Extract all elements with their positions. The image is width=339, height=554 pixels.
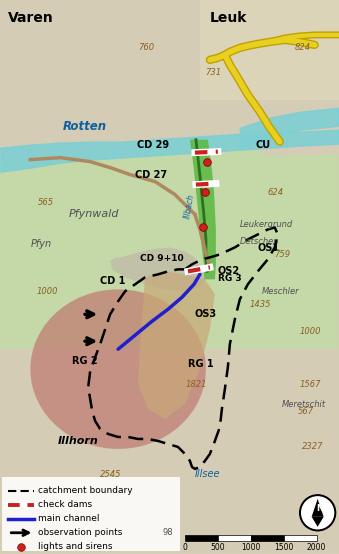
- Text: check dams: check dams: [38, 500, 93, 509]
- Polygon shape: [312, 517, 324, 527]
- Text: 98: 98: [162, 528, 173, 537]
- Polygon shape: [190, 140, 216, 279]
- Text: 2327: 2327: [302, 442, 323, 451]
- Text: 500: 500: [211, 543, 225, 552]
- Polygon shape: [312, 499, 324, 517]
- Text: OS3: OS3: [195, 309, 217, 319]
- Polygon shape: [0, 155, 339, 284]
- Circle shape: [302, 497, 334, 529]
- Text: Leuk: Leuk: [210, 11, 247, 25]
- Text: Leukergrund: Leukergrund: [240, 220, 293, 229]
- Bar: [200, 0, 339, 100]
- Text: 567: 567: [298, 407, 314, 416]
- Text: Meretschit: Meretschit: [282, 400, 326, 409]
- Text: CD 27: CD 27: [135, 170, 167, 179]
- Text: 760: 760: [138, 43, 154, 52]
- Text: 0: 0: [182, 543, 187, 552]
- Bar: [284, 535, 317, 541]
- Text: CD 9+10: CD 9+10: [140, 254, 184, 263]
- Text: 2545: 2545: [100, 470, 122, 479]
- Text: CD 1: CD 1: [100, 276, 125, 286]
- Text: Illsee: Illsee: [195, 469, 220, 479]
- Polygon shape: [0, 138, 339, 349]
- Text: Varen: Varen: [8, 11, 54, 25]
- Text: 1000: 1000: [300, 327, 321, 336]
- Text: Rotten: Rotten: [62, 120, 106, 133]
- Text: 2000: 2000: [307, 543, 326, 552]
- Polygon shape: [110, 248, 205, 291]
- Text: RG 1: RG 1: [188, 359, 214, 369]
- Text: 759: 759: [274, 250, 290, 259]
- Text: 624: 624: [268, 188, 284, 197]
- Bar: [185, 535, 218, 541]
- Bar: [2, 477, 180, 551]
- Text: 824: 824: [295, 43, 311, 52]
- Text: lights and sirens: lights and sirens: [38, 542, 113, 551]
- Polygon shape: [138, 271, 215, 419]
- Polygon shape: [31, 289, 206, 449]
- Bar: [251, 535, 284, 541]
- Text: catchment boundary: catchment boundary: [38, 486, 133, 495]
- Text: RG 3: RG 3: [218, 274, 241, 283]
- Text: 1567: 1567: [300, 380, 321, 389]
- Text: Illbach: Illbach: [183, 193, 196, 219]
- Text: main channel: main channel: [38, 514, 100, 524]
- Text: observation points: observation points: [38, 529, 123, 537]
- Text: 1435: 1435: [250, 300, 271, 309]
- Circle shape: [300, 495, 336, 531]
- Text: RG 2: RG 2: [72, 356, 98, 366]
- Text: OS2: OS2: [218, 266, 240, 276]
- Text: 565: 565: [38, 198, 55, 207]
- Text: OS1: OS1: [258, 243, 280, 253]
- Text: 1000: 1000: [36, 288, 58, 296]
- Text: Pfynwald: Pfynwald: [68, 209, 119, 219]
- Text: Detschen: Detschen: [240, 238, 279, 247]
- Text: Pfyn: Pfyn: [30, 239, 52, 249]
- Text: CU: CU: [256, 140, 271, 150]
- Text: CD 29: CD 29: [137, 140, 169, 150]
- Bar: [218, 535, 251, 541]
- Text: Meschler: Meschler: [262, 288, 299, 296]
- Text: 1500: 1500: [274, 543, 294, 552]
- Text: N: N: [316, 504, 323, 514]
- Text: 1821: 1821: [186, 380, 207, 389]
- Text: 731: 731: [205, 68, 221, 77]
- Text: Illhorn: Illhorn: [58, 436, 99, 446]
- Text: 1000: 1000: [241, 543, 260, 552]
